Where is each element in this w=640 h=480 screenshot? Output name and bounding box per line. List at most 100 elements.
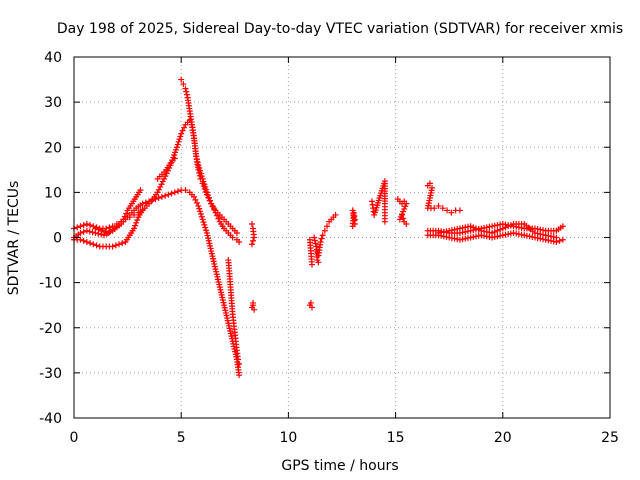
data-point xyxy=(311,234,318,241)
data-point xyxy=(174,188,181,195)
data-point xyxy=(435,202,442,209)
data-point xyxy=(236,360,243,367)
series-arc-4 xyxy=(92,187,144,236)
data-point xyxy=(137,187,144,194)
data-point xyxy=(158,181,165,188)
x-tick-label: 15 xyxy=(387,430,405,446)
data-point xyxy=(251,234,258,241)
data-point xyxy=(131,211,138,218)
data-point xyxy=(197,211,204,218)
data-point xyxy=(174,141,181,148)
data-point xyxy=(162,173,169,180)
y-tick-label: -40 xyxy=(39,411,62,427)
data-point xyxy=(87,222,94,229)
data-point xyxy=(467,223,474,230)
data-point xyxy=(132,222,139,229)
series-arc-16 xyxy=(435,220,560,241)
data-point xyxy=(191,193,198,200)
data-point xyxy=(93,242,100,249)
series-arc-15 xyxy=(424,229,566,246)
data-point xyxy=(142,199,149,206)
data-point xyxy=(121,213,128,220)
data-point xyxy=(83,239,90,246)
data-point xyxy=(133,219,140,226)
data-point xyxy=(171,189,178,196)
data-point xyxy=(248,304,255,311)
data-point xyxy=(183,91,190,98)
series-arc-1 xyxy=(71,187,243,379)
data-point xyxy=(321,227,328,234)
data-point xyxy=(195,202,202,209)
data-point xyxy=(181,124,188,131)
data-point xyxy=(195,166,202,173)
data-point xyxy=(491,228,498,235)
data-point xyxy=(456,207,463,214)
data-point xyxy=(119,240,126,247)
data-point xyxy=(182,187,189,194)
data-point xyxy=(431,205,438,212)
data-point xyxy=(175,138,182,145)
data-point xyxy=(102,228,109,235)
data-point xyxy=(86,228,93,235)
series-arc-7 xyxy=(225,257,243,367)
data-point xyxy=(200,183,207,190)
y-tick-label: 10 xyxy=(44,185,62,201)
data-point xyxy=(489,229,496,236)
data-point xyxy=(475,226,482,233)
data-point xyxy=(123,210,130,217)
y-tick-label: 30 xyxy=(44,95,62,111)
data-point xyxy=(165,191,172,198)
data-point xyxy=(77,223,84,230)
y-axis-title: SDTVAR / TECUs xyxy=(6,181,22,296)
data-point xyxy=(507,222,514,229)
data-point xyxy=(229,234,236,241)
data-point xyxy=(400,208,407,215)
data-point xyxy=(201,185,208,192)
data-point xyxy=(248,241,255,248)
data-point xyxy=(183,88,190,95)
data-point xyxy=(403,220,410,227)
data-point xyxy=(351,216,358,223)
data-point xyxy=(196,205,203,212)
data-point xyxy=(173,144,180,151)
data-point xyxy=(202,188,209,195)
data-point xyxy=(203,191,210,198)
data-point xyxy=(235,356,242,363)
data-point xyxy=(319,232,326,239)
y-tick-label: 20 xyxy=(44,140,62,156)
data-point xyxy=(206,197,213,204)
data-point xyxy=(159,178,166,185)
data-point xyxy=(171,155,178,162)
data-point xyxy=(494,227,501,234)
data-point xyxy=(77,229,84,236)
data-point xyxy=(250,237,257,244)
data-point xyxy=(179,127,186,134)
data-point xyxy=(98,227,105,234)
data-point xyxy=(248,220,255,227)
data-point xyxy=(308,261,315,268)
data-point xyxy=(473,225,479,232)
x-tick-label: 0 xyxy=(70,430,79,446)
data-point xyxy=(74,224,81,231)
data-point xyxy=(77,236,84,243)
series-arc-10 xyxy=(349,207,358,230)
data-point xyxy=(182,85,189,92)
data-point xyxy=(205,194,212,201)
data-point xyxy=(178,130,185,137)
data-point xyxy=(559,236,566,243)
data-point xyxy=(116,241,123,248)
data-point xyxy=(439,205,446,212)
data-point xyxy=(89,229,96,236)
data-point xyxy=(426,180,433,187)
data-point xyxy=(131,225,138,232)
series-arc-2 xyxy=(71,117,243,246)
data-point xyxy=(80,222,87,229)
data-point xyxy=(112,242,119,249)
series-arc-6 xyxy=(154,155,178,182)
data-point xyxy=(106,224,113,231)
data-point xyxy=(400,215,407,222)
data-point xyxy=(200,219,207,226)
data-point xyxy=(307,299,314,306)
data-point xyxy=(236,239,243,246)
data-point xyxy=(312,240,319,247)
